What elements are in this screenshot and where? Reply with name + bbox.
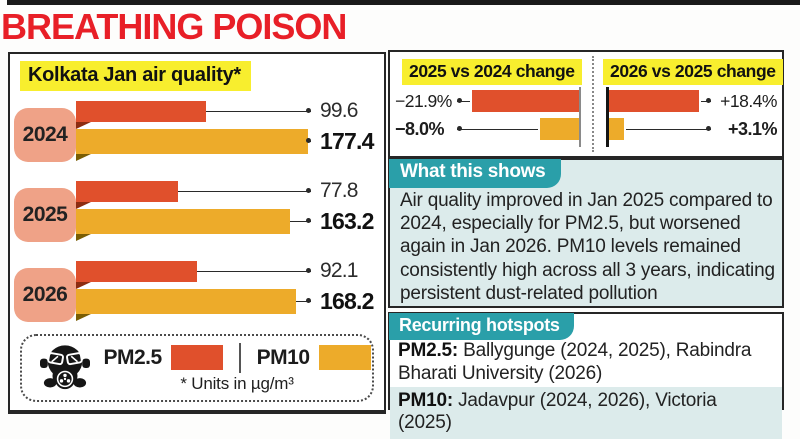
zero-axis (606, 87, 609, 147)
change-left-pm10-row: −8.0% (395, 117, 579, 141)
change-left-pm25-row: −21.9% (395, 89, 579, 113)
what-this-shows-header: What this shows (389, 159, 562, 188)
bars-2026: 92.1 168.2 (76, 256, 378, 321)
bars-2024: 99.6 177.4 (76, 96, 378, 161)
pm10-row-2025: 163.2 (76, 206, 378, 241)
pm10-swatch (318, 345, 371, 370)
pm10-hotspots-row: PM10: Jadavpur (2024, 2026), Victoria (2… (390, 386, 782, 439)
year-group-2024: 2024 99.6 177.4 (14, 96, 378, 162)
change-left-pm25-bar (472, 90, 579, 112)
change-right-header: 2026 vs 2025 change (603, 59, 783, 85)
pm25-row-2024: 99.6 (76, 96, 378, 129)
callout-line (626, 126, 711, 132)
pm25-row-2026: 92.1 (76, 256, 378, 289)
change-left-pm25-value: −21.9% (395, 90, 452, 111)
callout-line (306, 138, 311, 144)
pm10-row-2024: 177.4 (76, 126, 378, 161)
change-left-header: 2025 vs 2024 change (402, 59, 582, 85)
pm10-legend-label: PM10 (256, 345, 310, 369)
callout-line (197, 268, 311, 274)
pm25-row-2025: 77.8 (76, 176, 378, 209)
pm25-hotspots-label: PM2.5: (398, 340, 459, 361)
change-right-pm25-value: +18.4% (720, 90, 777, 111)
year-group-2026: 2026 92.1 168.2 (14, 256, 378, 322)
pm25-legend-label: PM2.5 (103, 345, 162, 369)
pm25-hotspots-row: PM2.5: Ballygunge (2024, 2025), Rabindra… (390, 314, 782, 387)
pm25-bar-2025 (76, 180, 178, 209)
change-right-pm10-row: +3.1% (609, 117, 778, 141)
legend: PM2.5 PM10 * Units in µg/m³ (20, 334, 374, 402)
year-label-2024: 2024 (14, 108, 76, 162)
legend-divider (238, 342, 241, 373)
panel-separator (592, 56, 594, 152)
pm10-bar-2026 (76, 288, 296, 321)
pm10-row-2026: 168.2 (76, 286, 378, 321)
units-note: * Units in µg/m³ (180, 373, 294, 393)
change-panel: 2025 vs 2024 change −21.9% −8.0% 2026 vs… (388, 50, 784, 158)
top-rule (7, 0, 800, 5)
pm25-value-2025: 77.8 (320, 179, 358, 202)
pm10-hotspots-label: PM10: (398, 389, 453, 411)
what-this-shows-panel: What this shows Air quality improved in … (388, 158, 784, 308)
change-2025-vs-2024: 2025 vs 2024 change −21.9% −8.0% (390, 52, 591, 156)
pm25-hotspots-text: Ballygunge (2024, 2025), Rabindra Bharat… (398, 340, 752, 384)
air-quality-panel: Kolkata Jan air quality* 2024 99.6 177.4… (8, 52, 386, 414)
year-label-2026: 2026 (14, 268, 76, 322)
year-group-2025: 2025 77.8 163.2 (14, 176, 378, 242)
change-right-pm25-row: +18.4% (609, 89, 778, 113)
callout-line (701, 98, 711, 104)
recurring-hotspots-header: Recurring hotspots (389, 313, 574, 340)
pm25-bar-2024 (76, 100, 206, 129)
callout-line (296, 298, 311, 304)
change-right-pm10-bar (609, 118, 624, 140)
pm10-hotspots-text: Jadavpur (2024, 2026), Victoria (2025) (398, 389, 717, 434)
pm25-bar-2026 (76, 260, 197, 289)
pm25-swatch (170, 345, 223, 370)
change-2026-vs-2025: 2026 vs 2025 change +18.4% +3.1% (593, 52, 783, 156)
panel-header: Kolkata Jan air quality* (20, 61, 251, 91)
callout-line (290, 218, 311, 224)
pm10-value-2025: 163.2 (320, 207, 374, 234)
pm25-value-2024: 99.6 (320, 99, 358, 122)
change-left-pm10-value: −8.0% (395, 118, 445, 139)
change-right-pm10-value: +3.1% (727, 118, 778, 139)
gas-mask-icon (40, 341, 90, 395)
pm10-bar-2024 (76, 128, 308, 161)
bars-2025: 77.8 163.2 (76, 176, 378, 241)
callout-line (178, 188, 311, 194)
pm10-value-2024: 177.4 (320, 127, 374, 154)
pm10-value-2026: 168.2 (320, 287, 374, 314)
recurring-hotspots-panel: Recurring hotspots PM2.5: Ballygunge (20… (388, 312, 784, 439)
change-left-pm10-bar (540, 118, 579, 140)
year-label-2025: 2025 (14, 188, 76, 242)
pm10-bar-2025 (76, 208, 290, 241)
callout-line (457, 98, 470, 104)
zero-axis (579, 87, 581, 147)
legend-row: PM2.5 PM10 (103, 342, 371, 373)
pm25-value-2026: 92.1 (320, 259, 358, 282)
callout-line (457, 126, 538, 132)
page-title: BREATHING POISON (1, 6, 347, 47)
callout-line (206, 108, 311, 114)
legend-content: PM2.5 PM10 * Units in µg/m³ (102, 342, 372, 394)
what-this-shows-body: Air quality improved in Jan 2025 compare… (400, 190, 775, 304)
change-right-pm25-bar (609, 90, 699, 112)
